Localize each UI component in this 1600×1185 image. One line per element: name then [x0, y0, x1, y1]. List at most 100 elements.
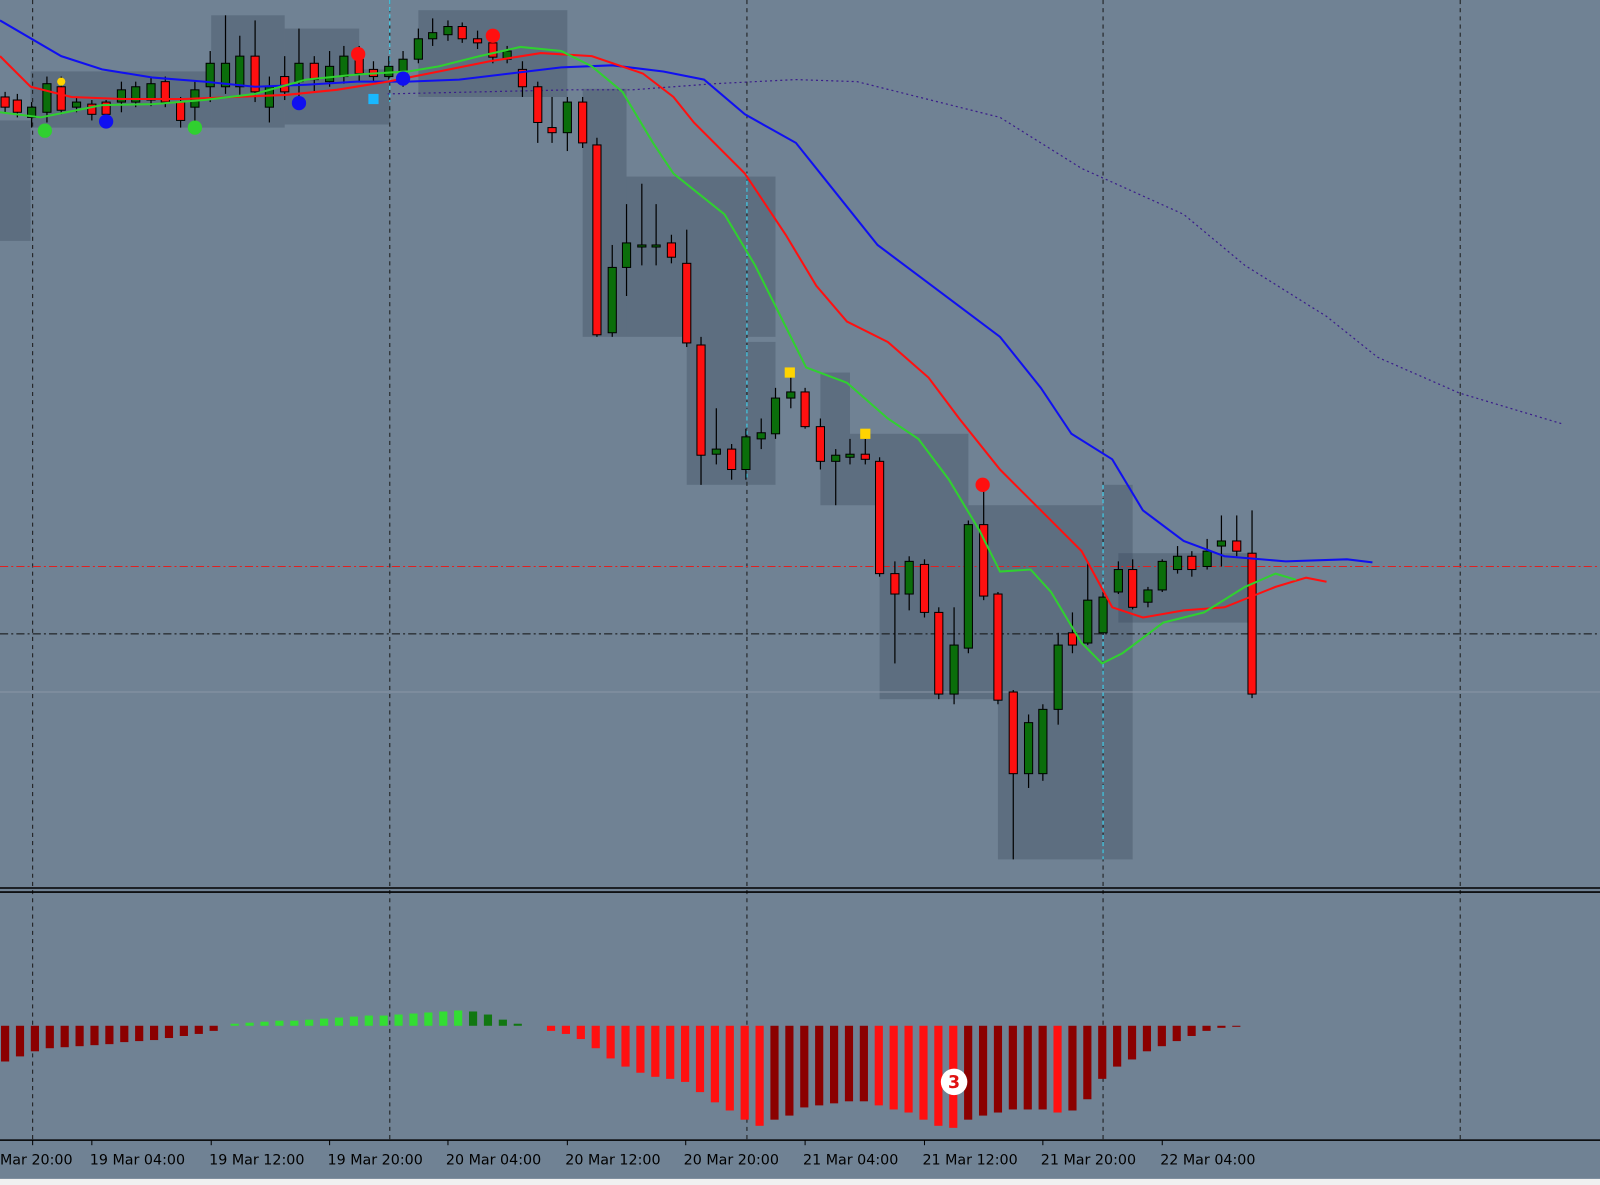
candle-body	[160, 81, 170, 103]
hist-bar	[194, 1025, 203, 1034]
candle-body	[1157, 560, 1167, 591]
badge-label: 3	[948, 1073, 960, 1093]
candle-body	[116, 89, 127, 103]
hist-bar	[1113, 1025, 1122, 1067]
candle-body	[294, 62, 304, 83]
candle-body	[1202, 550, 1212, 567]
candle-body	[309, 62, 319, 81]
hist-bar	[740, 1025, 749, 1120]
hist-bar	[919, 1025, 928, 1120]
candle-body	[860, 453, 870, 460]
zone	[1118, 553, 1254, 623]
hist-bar	[164, 1025, 174, 1039]
candle-body	[472, 38, 483, 44]
hist-bar	[409, 1013, 418, 1026]
candle-body	[71, 101, 82, 108]
hist-bar	[120, 1025, 129, 1043]
candle-body	[651, 244, 661, 248]
hist-bar	[904, 1025, 913, 1113]
signal-dot	[395, 71, 411, 86]
candle-body	[250, 55, 260, 93]
signal-square	[860, 428, 871, 439]
hist-bar	[15, 1025, 25, 1057]
zone	[626, 176, 776, 337]
candle-body	[413, 38, 423, 60]
zone	[850, 433, 969, 506]
candle-body	[1128, 569, 1138, 608]
candle-body	[354, 58, 364, 74]
signal-dot	[187, 120, 203, 135]
x-tick-label: 20 Mar 04:00	[446, 1153, 541, 1169]
hist-bar	[483, 1014, 493, 1026]
candle-body	[934, 611, 944, 695]
badge	[940, 1068, 968, 1096]
candle-body	[562, 101, 572, 134]
zone	[0, 120, 31, 241]
zone	[582, 88, 627, 337]
candle-body	[1053, 644, 1063, 710]
candle-body	[1247, 552, 1257, 695]
hist-bar	[150, 1025, 159, 1041]
hist-bar	[859, 1025, 868, 1102]
hist-bar	[245, 1022, 254, 1026]
candle-body	[1023, 722, 1034, 775]
hist-bar	[498, 1019, 507, 1026]
candle-body	[101, 101, 111, 115]
hist-bar	[576, 1025, 585, 1040]
signal-dot	[485, 28, 500, 43]
hist-bar	[725, 1025, 734, 1111]
x-tick-label: 21 Mar 12:00	[922, 1153, 1017, 1169]
hist-bar	[439, 1011, 448, 1026]
hist-bar	[135, 1025, 144, 1042]
hist-bar	[606, 1025, 615, 1059]
signal-dot	[98, 114, 114, 129]
hist-bar	[179, 1025, 188, 1036]
candle-body	[786, 391, 796, 399]
hist-bar	[621, 1025, 630, 1067]
ma-slow	[387, 78, 1562, 425]
candle-body	[963, 524, 973, 649]
candles	[0, 15, 1257, 860]
hist-bar	[364, 1015, 373, 1026]
candle-body	[815, 426, 825, 462]
candle-body	[1098, 596, 1108, 634]
hist-bar	[1038, 1025, 1047, 1110]
candle-body	[919, 563, 930, 613]
candle-body	[831, 454, 841, 462]
hist-bar	[815, 1025, 824, 1106]
hist-bar	[90, 1025, 99, 1046]
x-tick-label: 21 Mar 04:00	[803, 1153, 898, 1169]
candle-body	[87, 103, 97, 115]
candle-body	[325, 65, 335, 83]
candle-body	[949, 644, 959, 695]
candle-body	[457, 26, 467, 40]
hist-bar	[1023, 1025, 1032, 1110]
signal-dot	[291, 95, 307, 111]
candle-body	[176, 101, 186, 121]
hist-bar	[993, 1025, 1003, 1113]
hist-bar	[561, 1025, 570, 1034]
hist-bar	[334, 1017, 344, 1026]
candle-body	[533, 86, 543, 123]
hist-bar	[424, 1012, 433, 1026]
candle-body	[0, 96, 10, 108]
zone	[997, 699, 1133, 860]
hist-bar	[1098, 1025, 1107, 1079]
hist-bar	[889, 1025, 898, 1110]
hist-bar	[1008, 1025, 1017, 1110]
candle-body	[1143, 589, 1153, 603]
candle-body	[131, 86, 141, 103]
hist-bar	[666, 1025, 675, 1079]
x-tick-label: 19 Mar 20:00	[328, 1153, 423, 1169]
candle-body	[993, 593, 1003, 701]
session-lines	[389, 0, 1104, 860]
hist-bar	[770, 1025, 779, 1120]
candle-body	[1216, 540, 1227, 547]
hist-bar	[651, 1025, 660, 1077]
hist-bar	[230, 1023, 239, 1026]
candle-body	[741, 436, 751, 471]
candle-body	[339, 55, 349, 78]
hist-bar	[60, 1025, 69, 1048]
candle-body	[146, 83, 156, 101]
